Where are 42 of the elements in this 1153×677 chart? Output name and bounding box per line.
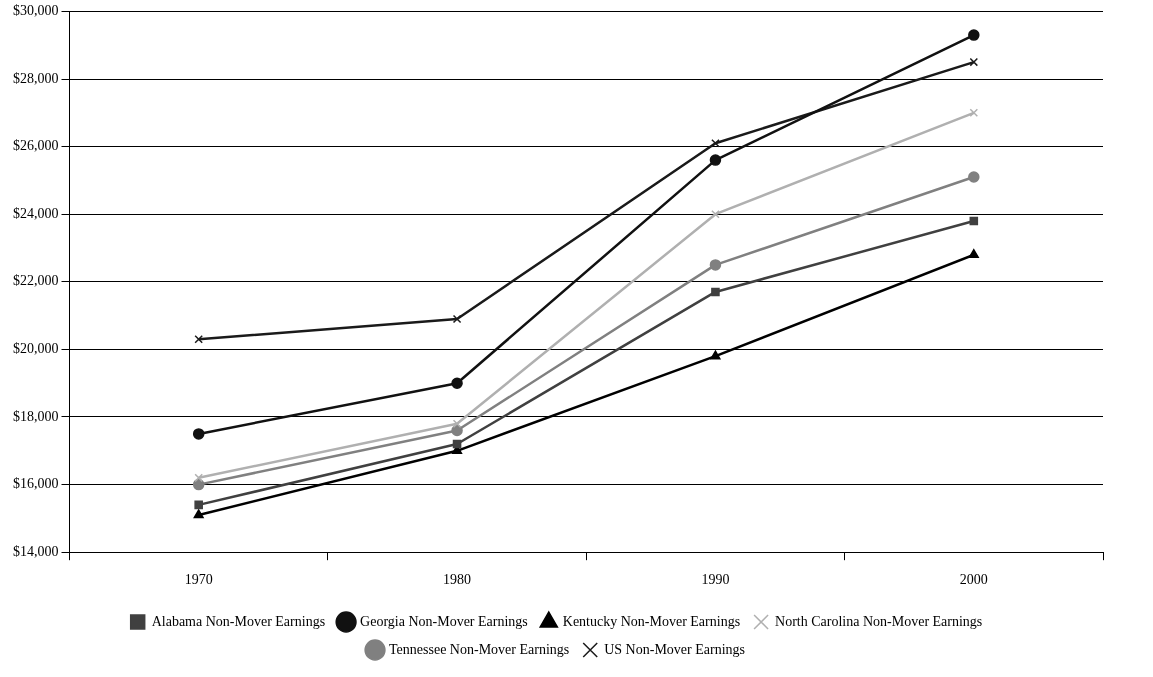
point <box>710 350 721 360</box>
y-tick-label: $16,000 <box>13 476 59 492</box>
y-tick-label: $20,000 <box>13 341 59 357</box>
x-tick-label: 1970 <box>184 572 213 588</box>
point <box>711 138 720 148</box>
point <box>194 473 203 483</box>
point <box>711 287 720 297</box>
point <box>452 314 462 324</box>
y-tick-label: $22,000 <box>13 273 59 289</box>
point <box>969 216 979 226</box>
point <box>709 259 722 271</box>
legend-label: North Carolina Non-Mover Earnings <box>775 613 983 629</box>
y-tick-label: $30,000 <box>13 3 59 19</box>
point <box>969 108 979 118</box>
legend-label: US Non-Mover Earnings <box>604 641 745 657</box>
point <box>968 249 979 259</box>
x-tick-label: 2000 <box>959 572 988 588</box>
point <box>192 478 205 491</box>
legend-label: Alabama Non-Mover Earnings <box>151 613 326 629</box>
y-tick-label: $18,000 <box>13 408 59 424</box>
y-tick-label: $14,000 <box>13 543 59 559</box>
point <box>192 428 205 440</box>
point <box>709 154 722 166</box>
point <box>968 171 980 183</box>
point <box>194 334 203 344</box>
legend-label: Tennessee Non-Mover Earnings <box>389 641 570 657</box>
point <box>452 439 462 449</box>
point <box>968 29 980 41</box>
point <box>969 57 979 67</box>
y-tick-label: $24,000 <box>13 205 59 221</box>
x-tick-label: 1990 <box>701 572 730 588</box>
y-tick-label: $28,000 <box>13 70 59 86</box>
point <box>451 377 463 389</box>
point <box>451 424 463 437</box>
y-tick-label: $26,000 <box>13 138 59 154</box>
point <box>711 209 720 219</box>
legend-label: Georgia Non-Mover Earnings <box>360 613 528 629</box>
point <box>452 419 462 429</box>
point <box>193 509 204 519</box>
legend-label: Kentucky Non-Mover Earnings <box>562 613 741 629</box>
x-tick-label: 1980 <box>443 572 472 588</box>
point <box>194 500 203 510</box>
